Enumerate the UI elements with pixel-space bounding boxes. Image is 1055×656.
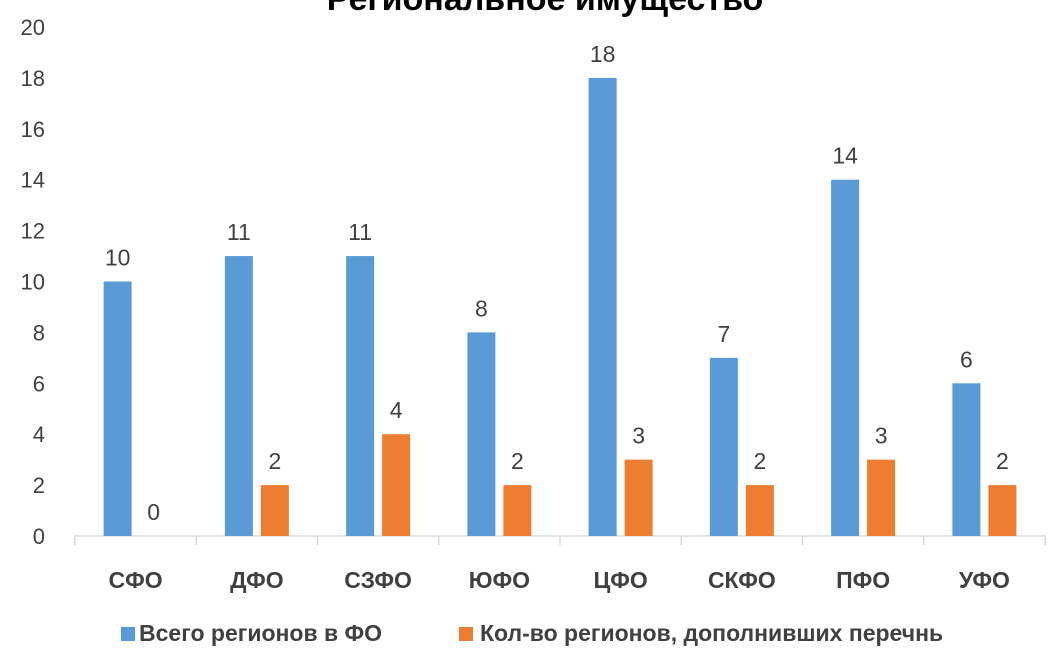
- data-label: 8: [475, 295, 488, 321]
- bar-regions-added: [745, 485, 774, 536]
- x-axis: СФО ДФО СЗФО ЮФО ЦФО СКФО ПФО УФО: [74, 535, 1046, 593]
- data-label: 7: [717, 321, 730, 347]
- category-label: ЮФО: [469, 567, 530, 593]
- category-label: СФО: [109, 567, 163, 593]
- category-label: ПФО: [836, 567, 890, 593]
- data-label: 0: [147, 499, 160, 525]
- data-label: 2: [753, 448, 766, 474]
- legend-label: Кол-во регионов, дополнивших перечнь: [480, 620, 943, 646]
- category-label: ЦФО: [593, 567, 647, 593]
- bar-regions-added: [382, 434, 411, 536]
- data-label: 2: [996, 448, 1009, 474]
- y-tick-label: 8: [33, 320, 45, 345]
- category-label: ДФО: [230, 567, 284, 593]
- bar-regions-added: [867, 459, 896, 536]
- legend-swatch: [121, 627, 135, 641]
- bar-regions-added: [988, 485, 1017, 536]
- data-label: 11: [348, 219, 372, 245]
- y-axis: 0 2 4 6 8 10 12 14 16 18 20: [21, 15, 45, 549]
- data-label: 14: [832, 143, 858, 169]
- y-tick-label: 0: [33, 524, 45, 549]
- bars: [103, 77, 1017, 537]
- legend-label: Всего регионов в ФО: [139, 620, 382, 646]
- data-label: 10: [105, 245, 131, 271]
- category-label: УФО: [959, 567, 1010, 593]
- category-label: СКФО: [708, 567, 776, 593]
- bar-total-regions: [588, 77, 617, 537]
- y-tick-label: 16: [21, 117, 45, 142]
- bar-regions-added: [624, 459, 653, 536]
- y-tick-label: 14: [21, 168, 45, 193]
- chart-title: Региональное имущество: [327, 0, 764, 18]
- y-tick-label: 2: [33, 473, 45, 498]
- legend-swatch: [459, 627, 473, 641]
- bar-total-regions: [709, 357, 738, 536]
- bar-regions-added: [503, 485, 532, 536]
- y-tick-label: 6: [33, 371, 45, 396]
- bar-total-regions: [831, 179, 860, 536]
- data-label: 3: [875, 423, 888, 449]
- bar-regions-added: [260, 485, 289, 536]
- y-tick-label: 18: [21, 66, 45, 91]
- data-labels: 10 0 11 2 11 4 8 2 18 3 7 2 14 3 6 2: [105, 41, 1009, 525]
- bar-total-regions: [467, 332, 496, 536]
- data-label: 2: [511, 448, 524, 474]
- data-label: 11: [227, 219, 251, 245]
- bar-total-regions: [103, 281, 132, 536]
- data-label: 2: [268, 448, 281, 474]
- y-tick-label: 4: [33, 422, 45, 447]
- y-tick-label: 20: [21, 15, 45, 40]
- data-label: 3: [632, 423, 645, 449]
- bar-total-regions: [952, 383, 981, 536]
- y-tick-label: 10: [21, 270, 45, 295]
- bar-total-regions: [224, 256, 253, 536]
- bar-total-regions: [346, 256, 375, 536]
- legend: Всего регионов в ФО Кол-во регионов, допо…: [121, 620, 943, 646]
- y-tick-label: 12: [21, 219, 45, 244]
- data-label: 4: [390, 397, 403, 423]
- data-label: 6: [960, 346, 973, 372]
- data-label: 18: [590, 41, 616, 67]
- category-label: СЗФО: [344, 567, 412, 593]
